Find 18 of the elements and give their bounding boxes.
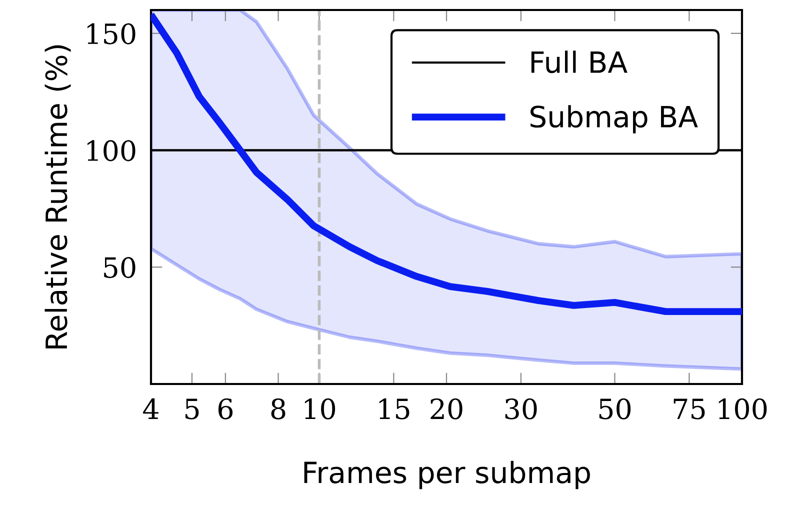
y-tick-label: 150 [87,23,136,44]
legend-label: Submap BA [530,105,698,134]
x-tick-label: 30 [505,398,537,420]
legend-label: Full BA [531,50,628,74]
x-tick-label: 10 [304,398,336,420]
x-tick-label: 100 [718,398,767,420]
x-tick-label: 15 [379,398,410,420]
x-tick-label: 75 [674,398,705,420]
x-axis-title: Frames per submap [304,460,590,490]
y-tick-label: 100 [87,140,136,162]
x-tick-label: 5 [185,398,199,420]
y-tick-label: 50 [104,257,136,278]
x-tick-label: 4 [143,398,158,419]
x-tick-label: 8 [271,398,286,420]
x-tick-label: 6 [218,398,233,420]
x-tick-label: 50 [599,398,631,420]
y-axis-title: Relative Runtime (%) [44,45,71,348]
x-tick-label: 20 [430,398,462,420]
